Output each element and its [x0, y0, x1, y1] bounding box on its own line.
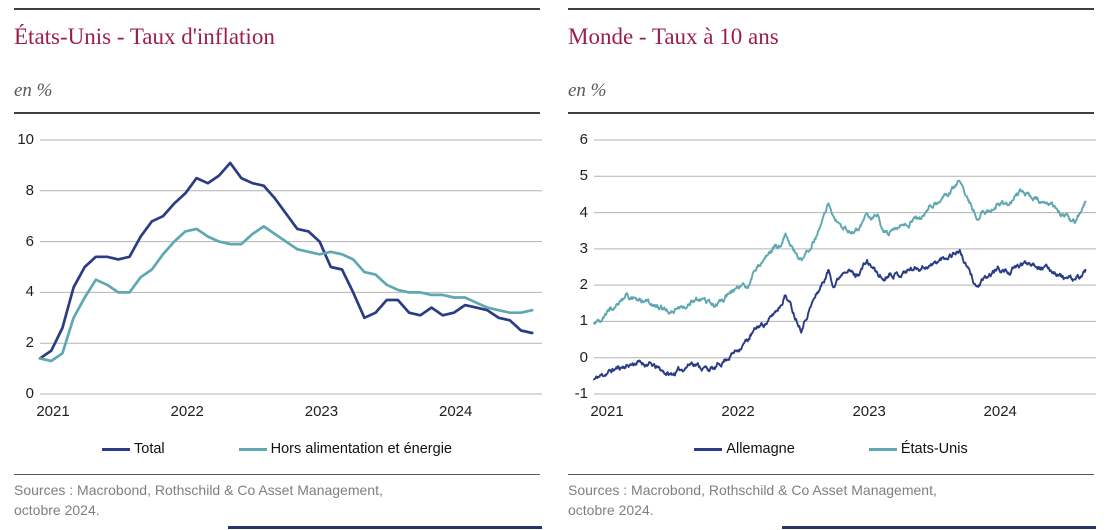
x-axis-tick-label: 2022 — [170, 403, 204, 420]
chart-title-world-10y: Monde - Taux à 10 ans — [568, 24, 779, 49]
sources-divider-rule — [14, 474, 540, 475]
legend-swatch-total — [102, 447, 130, 451]
legend-item-us: États-Unis — [868, 441, 968, 457]
sources-line-1: Sources : Macrobond, Rothschild & Co Ass… — [14, 482, 383, 498]
y-axis-tick-label: 6 — [25, 232, 34, 250]
y-axis-tick-label: 2 — [25, 334, 34, 352]
sources-line-2: octobre 2024. — [14, 501, 100, 518]
sources-divider-rule — [568, 474, 1094, 475]
sources-note: Sources : Macrobond, Rothschild & Co Ass… — [14, 481, 540, 521]
plot-area-us-inflation: 0 2 4 6 8 10 2021 2022 2023 2024 — [12, 118, 542, 428]
y-axis-tick-label: 1 — [579, 312, 588, 330]
legend-swatch-core — [238, 447, 267, 451]
legend-us-inflation: Total Hors alimentation et énergie — [12, 441, 542, 457]
x-axis-tick-label: 2021 — [36, 403, 70, 420]
x-axis-tick-label: 2023 — [852, 403, 886, 420]
sources-line-2: octobre 2024. — [568, 501, 654, 518]
legend-label-us: États-Unis — [900, 441, 968, 457]
x-axis-tick-label: 2024 — [438, 403, 473, 420]
sources-note: Sources : Macrobond, Rothschild & Co Ass… — [568, 481, 1094, 521]
unit-label: en % — [568, 80, 607, 101]
legend-item-germany: Allemagne — [694, 441, 795, 457]
subtitle-divider-rule — [14, 112, 540, 114]
chart-title-us-inflation: États-Unis - Taux d'inflation — [14, 24, 275, 49]
x-axis-tick-label: 2022 — [721, 403, 755, 420]
top-divider-rule — [568, 8, 1094, 10]
y-axis-tick-label: 2 — [579, 276, 588, 294]
x-axis-tick-label: 2021 — [590, 403, 624, 420]
y-axis-tick-label: -1 — [574, 385, 588, 402]
y-axis-tick-label: 10 — [17, 131, 34, 148]
unit-label: en % — [14, 80, 53, 101]
sources-line-1: Sources : Macrobond, Rothschild & Co Ass… — [568, 482, 937, 498]
subtitle-divider-rule — [568, 112, 1094, 114]
series-line--tats-unis — [593, 179, 1087, 325]
panel-us-inflation: États-Unis - Taux d'inflation en % 0 2 4 6 8… — [12, 8, 542, 529]
legend-label-total: Total — [134, 441, 165, 457]
legend-label-core: Hors alimentation et énergie — [270, 441, 452, 457]
x-axis-tick-label: 2023 — [304, 403, 339, 420]
plot-area-world-10y: -1 0 1 2 3 4 5 6 2021 2022 2023 2024 — [566, 118, 1096, 428]
series-line-hors-alimentation-et-nergie — [38, 225, 534, 363]
chart-canvas — [38, 139, 542, 395]
panel-world-10y-rates: Monde - Taux à 10 ans en % -1 0 1 2 3 4 5 6 2021… — [566, 8, 1096, 529]
legend-world-10y: Allemagne États-Unis — [566, 441, 1096, 457]
legend-swatch-us — [868, 447, 897, 451]
y-axis-tick-label: 4 — [579, 203, 588, 221]
legend-item-core: Hors alimentation et énergie — [238, 441, 452, 457]
x-axis-tick-label: 2024 — [983, 403, 1017, 420]
y-axis-tick-label: 0 — [579, 348, 588, 366]
series-line-allemagne — [593, 248, 1087, 381]
y-axis-tick-label: 6 — [579, 131, 588, 148]
y-axis-tick-label: 3 — [579, 239, 588, 257]
y-axis-tick-label: 4 — [25, 283, 34, 301]
series-line-total — [38, 161, 534, 360]
chart-canvas — [593, 139, 1096, 395]
legend-item-total: Total — [102, 441, 165, 457]
top-divider-rule — [14, 8, 540, 10]
y-axis-tick-label: 0 — [25, 385, 34, 402]
y-axis-tick-label: 5 — [579, 167, 588, 185]
bottom-accent-line — [782, 526, 1096, 529]
bottom-accent-line — [228, 526, 542, 529]
legend-label-germany: Allemagne — [726, 441, 795, 457]
y-axis-tick-label: 8 — [25, 181, 34, 199]
legend-swatch-germany — [694, 447, 723, 451]
